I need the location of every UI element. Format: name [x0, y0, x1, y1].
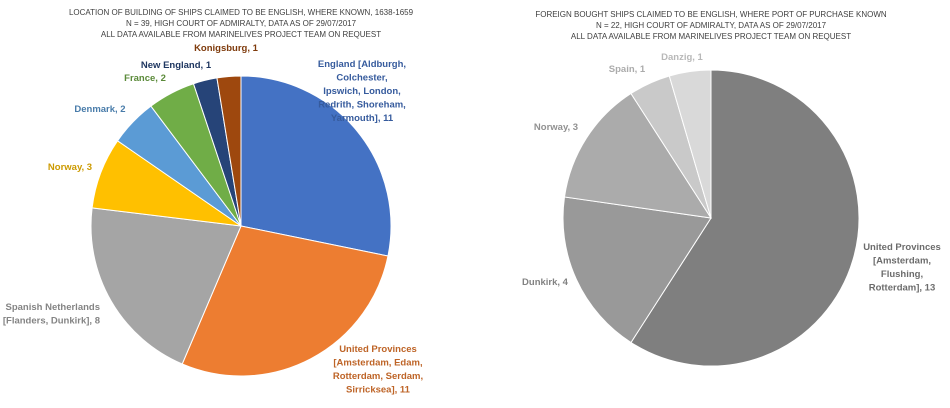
slice-label: United Provinces [Amsterdam, Flushing, Rott… [863, 242, 941, 294]
chart-title: LOCATION OF BUILDING OF SHIPS CLAIMED TO… [69, 8, 414, 17]
slice-label: Danzig, 1 [661, 52, 703, 63]
slice-label: United Provinces [Amsterdam, Edam, Rotterd… [333, 344, 423, 396]
chart-subtitle: N = 39, HIGH COURT OF ADMIRALTY, DATA AS… [126, 19, 357, 28]
pie-slice [181, 225, 389, 377]
slice-label: Dunkirk, 4 [522, 277, 569, 288]
pie-slice [668, 69, 712, 219]
pie-slice [563, 92, 713, 219]
pie-slice [562, 196, 712, 344]
pie-slice [240, 75, 392, 257]
chart-subtitle: ALL DATA AVAILABLE FROM MARINELIVES PROJ… [571, 32, 851, 41]
slice-label: Spanish Netherlands [Flanders, Dunkirk], … [3, 302, 100, 327]
slice-label: France, 2 [124, 73, 166, 84]
slice-label: Norway, 3 [48, 162, 92, 173]
slice-label: New England, 1 [141, 60, 212, 71]
chart-subtitle: ALL DATA AVAILABLE FROM MARINELIVES PROJ… [101, 30, 381, 39]
slice-label: Norway, 3 [534, 122, 578, 133]
chart-subtitle: N = 22, HIGH COURT OF ADMIRALTY, DATA AS… [596, 21, 827, 30]
pie-slice [90, 207, 242, 365]
slice-label: Denmark, 2 [74, 104, 125, 115]
pie-slice [216, 75, 242, 227]
pie-slice [630, 69, 860, 367]
slice-label: Spain, 1 [609, 64, 646, 75]
chart-title: FOREIGN BOUGHT SHIPS CLAIMED TO BE ENGLI… [535, 10, 887, 19]
slice-label: England [Aldburgh, Colchester, Ipswich, Lo… [318, 59, 406, 124]
slice-label: Konigsburg, 1 [194, 43, 259, 54]
